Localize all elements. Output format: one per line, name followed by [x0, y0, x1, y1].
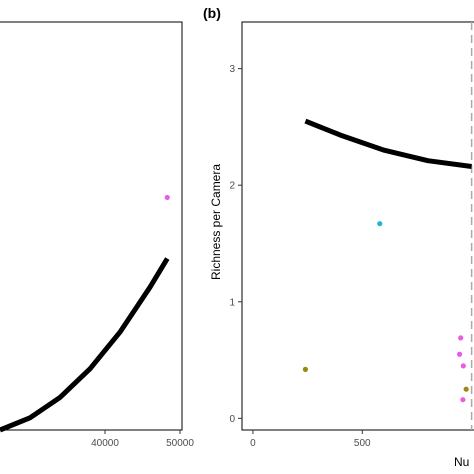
right-data-point [456, 351, 463, 357]
left-plot-marks [0, 194, 170, 433]
right-data-point [458, 335, 464, 341]
right-plot-marks [302, 22, 473, 430]
right-data-point [377, 221, 383, 227]
left-fit-curve [0, 257, 170, 433]
panel-letter-b: (b) [203, 5, 221, 21]
right-x-tick-label: 500 [354, 438, 371, 449]
right-y-tick-label: 2 [229, 181, 235, 192]
right-y-axis-label: Richness per Camera [209, 164, 223, 280]
right-y-tick-label: 0 [229, 414, 235, 425]
right-x-axis-label: Nu [454, 455, 469, 469]
right-data-point [460, 363, 466, 369]
right-panel: (b) Richness per Camera 0 500 0 1 2 3 Nu [203, 5, 474, 469]
left-x-tick-label: 40000 [91, 438, 119, 449]
right-data-point [302, 366, 309, 372]
right-data-point [463, 386, 469, 392]
right-y-tick-label: 3 [229, 64, 235, 75]
left-data-point [164, 194, 170, 201]
left-x-ticks: 40000 50000 [91, 430, 194, 449]
right-panel-frame [241, 21, 474, 431]
right-x-tick-label: 0 [250, 438, 256, 449]
right-y-tick-label: 1 [229, 297, 235, 308]
right-data-point [460, 397, 466, 403]
left-panel-frame [0, 21, 183, 431]
left-panel: 40000 50000 [0, 21, 194, 449]
left-x-tick-label: 50000 [166, 438, 194, 449]
right-fit-curve [304, 118, 472, 169]
right-axis-ticks: 0 500 0 1 2 3 [229, 64, 371, 449]
